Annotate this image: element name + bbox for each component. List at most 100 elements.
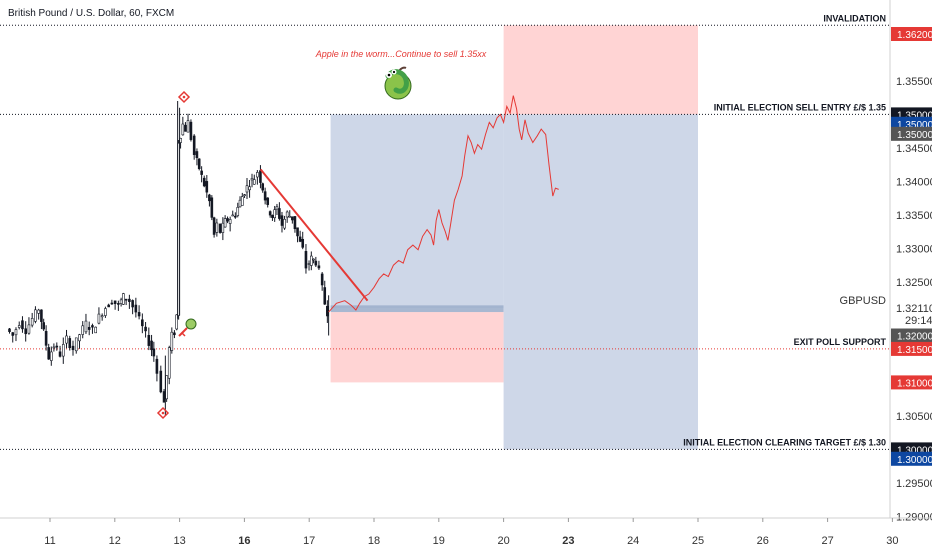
candle-body: [42, 322, 45, 330]
candle-body: [167, 347, 171, 379]
price-tag-bg-3: [891, 126, 932, 141]
candle-body: [231, 214, 235, 217]
candle-body: [291, 216, 294, 221]
price-tags: 1.362001.350001.350001.350001.320001.315…: [891, 27, 932, 466]
candle-body: [314, 260, 318, 266]
candle-body: [323, 287, 327, 305]
candle-body: [215, 222, 219, 233]
candle-body: [34, 309, 37, 322]
candle-body: [162, 391, 166, 403]
time-tick-5: 18: [368, 535, 380, 547]
candle-body: [259, 170, 262, 183]
last-price-group: GBPUSD 29:14: [840, 295, 932, 327]
candle-body: [170, 331, 174, 351]
price-tick-5: 1.33500: [896, 210, 932, 222]
candle-body: [94, 326, 97, 334]
level-label-3: INITIAL ELECTION CLEARING TARGET £/$ 1.3…: [683, 437, 886, 447]
candle-body: [58, 351, 62, 357]
candle-body: [100, 315, 104, 318]
candle-body: [266, 197, 270, 205]
candle-body: [134, 304, 138, 313]
candle-body: [218, 223, 222, 233]
candle-body: [150, 340, 153, 351]
candle-body: [11, 332, 15, 336]
candle-body: [240, 196, 244, 206]
trendline-group: [259, 168, 369, 302]
position-zones: [330, 25, 698, 450]
price-tick-8: 1.32110: [896, 303, 932, 315]
key-icon: [178, 318, 197, 337]
time-tick-13: 30: [886, 535, 898, 547]
time-tick-8: 23: [562, 535, 574, 547]
candle-body: [238, 199, 242, 208]
candle-body: [280, 215, 284, 226]
candle-body: [165, 375, 168, 400]
time-tick-9: 24: [627, 535, 639, 547]
candle-body: [208, 194, 211, 202]
candle-body: [192, 135, 196, 155]
candle-body: [293, 216, 297, 230]
candle-body: [47, 347, 51, 360]
candle-body: [234, 215, 237, 218]
candle-body: [40, 309, 43, 322]
candle-body: [221, 222, 225, 233]
price-tag-text-6: 1.31000: [897, 378, 932, 389]
candle-body: [189, 121, 193, 140]
price-tag-bg-5: [891, 341, 932, 356]
candle-body: [275, 206, 279, 210]
candle-body: [30, 318, 34, 326]
candle-body: [61, 344, 65, 357]
candle-body: [200, 170, 203, 175]
zone-stop-1: [330, 312, 504, 383]
candle-body: [65, 335, 68, 344]
candle-body: [122, 293, 125, 305]
candle-body: [212, 217, 216, 235]
candle-body: [210, 197, 214, 218]
price-tag-text-3: 1.35000: [897, 130, 932, 141]
candle-body: [243, 194, 246, 196]
candle-body: [195, 151, 199, 158]
candle-body: [87, 326, 91, 330]
candle-body: [248, 186, 251, 191]
level-label-2: EXIT POLL SUPPORT: [794, 337, 887, 347]
candle-body: [252, 179, 256, 185]
price-tick-13: 1.29500: [896, 478, 932, 490]
time-tick-12: 27: [821, 535, 833, 547]
price-tick-1: 1.35500: [896, 76, 932, 88]
price-tag-text-1: 1.35000: [897, 110, 932, 121]
candle-body: [186, 120, 190, 133]
candle-body: [261, 183, 265, 191]
candle-body: [288, 215, 292, 218]
candle-body: [8, 328, 11, 332]
candle-body: [110, 302, 114, 305]
price-tick-7: 1.32500: [896, 277, 932, 289]
candle-body: [173, 332, 176, 336]
candle-body: [268, 211, 272, 216]
price-tick-4: 1.34000: [896, 176, 932, 188]
candle-body: [52, 346, 56, 349]
price-tag-text-7: 1.30000: [897, 445, 932, 456]
candle-body: [17, 325, 21, 328]
candle-body: [147, 335, 151, 346]
candle-body: [44, 331, 48, 346]
time-tick-4: 17: [303, 535, 315, 547]
projection-group: [328, 95, 559, 313]
candle-body: [97, 313, 101, 324]
candle-body: [152, 348, 156, 357]
price-tag-bg-6: [891, 375, 932, 390]
price-tag-bg-4: [891, 328, 932, 343]
apple-worm-icon: [384, 66, 412, 100]
candle-body: [175, 314, 178, 330]
price-axis-background: [890, 0, 932, 518]
time-tick-0: 11: [44, 535, 55, 547]
candle-body: [21, 320, 24, 330]
zone-target-0: [330, 114, 504, 309]
candle-body: [144, 326, 147, 332]
horizontal-levels: INVALIDATION INITIAL ELECTION SELL ENTRY …: [0, 13, 890, 450]
price-tag-text-8: 1.30000: [897, 455, 932, 466]
candle-body: [84, 320, 88, 333]
price-axis: 1.36200 1.35500 1.35000 1.34500 1.34000 1.335…: [889, 0, 932, 523]
projection-line: [328, 95, 559, 313]
chart-title: British Pound / U.S. Dollar, 60, FXCM: [8, 8, 174, 19]
